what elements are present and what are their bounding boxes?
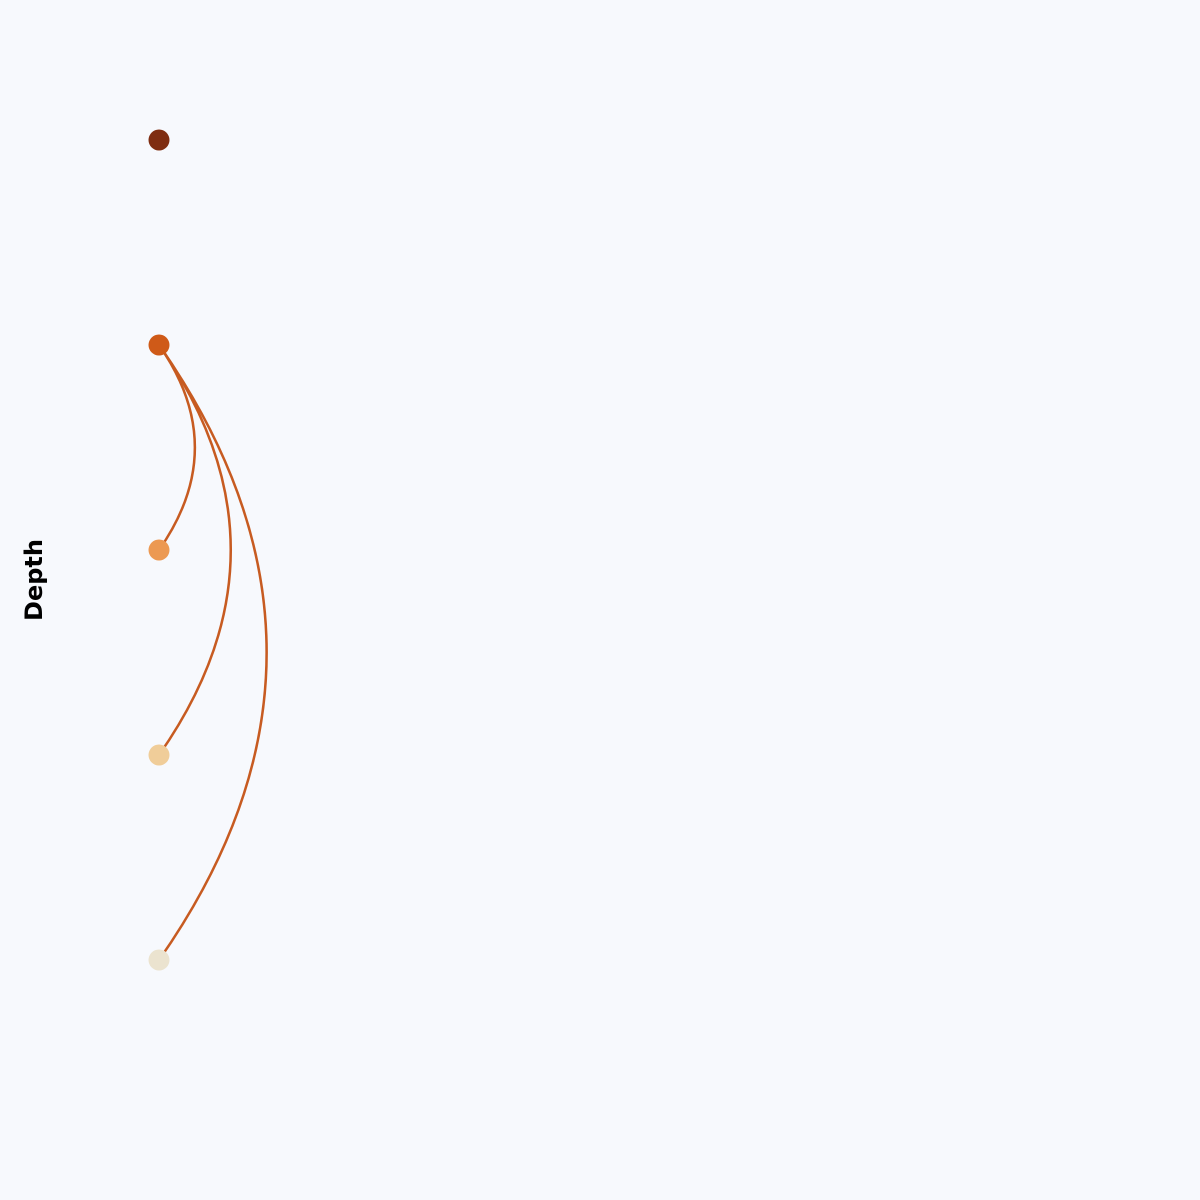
node-n4 bbox=[148, 744, 170, 766]
node-n5 bbox=[148, 949, 170, 971]
edges-layer bbox=[157, 344, 268, 961]
edge-n2-n5 bbox=[157, 344, 268, 961]
edge-n2-n4 bbox=[157, 344, 232, 756]
node-n1 bbox=[148, 129, 170, 151]
axis-label: Depth bbox=[20, 539, 48, 621]
node-n2 bbox=[148, 334, 170, 356]
nodes-layer bbox=[148, 129, 170, 971]
node-n3 bbox=[148, 539, 170, 561]
edge-n2-n3 bbox=[157, 344, 197, 551]
